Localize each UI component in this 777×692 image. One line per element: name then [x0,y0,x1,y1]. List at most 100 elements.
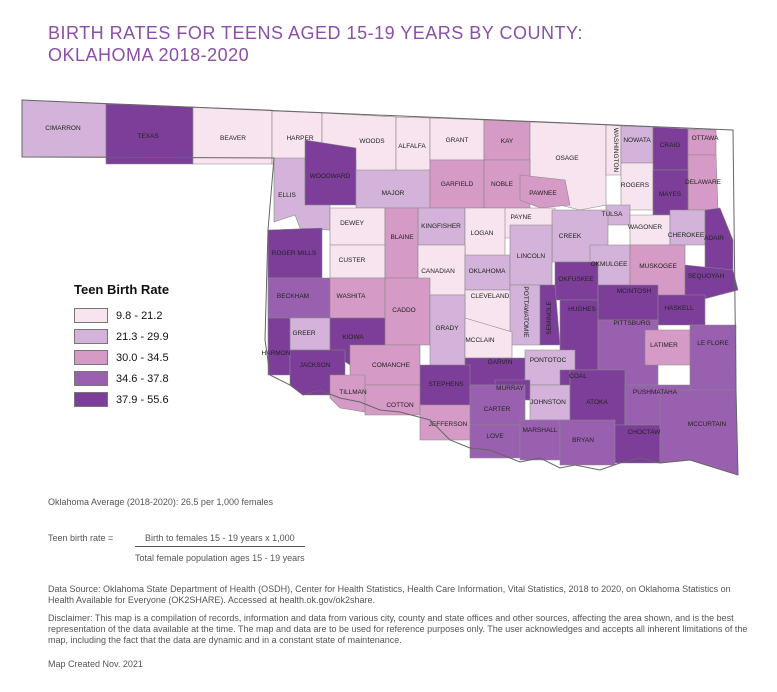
county-label: WASHINGTON [612,128,619,173]
title-line-2: OKLAHOMA 2018-2020 [48,45,250,65]
formula-fraction: Birth to females 15 - 19 years x 1,000 T… [135,533,305,563]
formula-label: Teen birth rate = [48,533,114,543]
county-label: POTTAWATOMIE [522,286,529,338]
county-label: KAY [501,138,514,145]
county-label: NOBLE [491,181,514,188]
county-label: JACKSON [300,362,331,369]
county-label: LINCOLN [517,253,545,260]
county-label: PAWNEE [529,190,557,197]
county-label: GRANT [446,137,469,144]
county-label: JOHNSTON [530,399,566,406]
county-blaine [384,207,419,279]
state-outline [21,99,739,476]
county-label: GREER [292,330,315,337]
county-label: ROGER MILLS [272,250,317,257]
legend-item: 34.6 - 37.8 [74,368,214,389]
county-adair [704,207,734,271]
county-label: CARTER [484,406,511,413]
county-label: CADDO [392,307,415,314]
state-average-note: Oklahoma Average (2018-2020): 26.5 per 1… [48,497,273,507]
county-label: COAL [569,373,587,380]
county-label: BEAVER [220,135,246,142]
county-label: HARPER [286,135,313,142]
county-label: WOODS [359,138,385,145]
county-label: WOODWARD [310,173,351,180]
county-cotton [364,384,421,416]
county-label: HASKELL [664,305,694,312]
county-label: CRAIG [660,142,681,149]
legend-swatch [74,308,108,323]
county-label: STEPHENS [428,381,464,388]
legend-item: 21.3 - 29.9 [74,326,214,347]
county-label: PITTSBURG [613,320,650,327]
county-label: KINGFISHER [421,223,461,230]
county-label: PUSHMATAHA [633,389,678,396]
county-label: BRYAN [572,437,594,444]
county-label: GARFIELD [441,181,474,188]
county-label: TULSA [602,211,624,218]
county-label: WASHITA [337,293,367,300]
county-bryan [559,419,616,466]
county-pawnee [519,174,571,209]
county-sequoyah [684,264,739,301]
county-label: CANADIAN [421,268,455,275]
county-label: LOVE [486,433,504,440]
legend-item: 9.8 - 21.2 [74,305,214,326]
county-label: OSAGE [555,155,579,162]
county-label: MAJOR [382,190,405,197]
county-label: ELLIS [278,192,296,199]
county-cherokee [669,209,706,246]
county-label: CUSTER [339,257,366,264]
county-major [355,169,431,209]
county-label: MCCURTAIN [688,421,727,428]
county-ottawa [687,128,717,156]
county-label: CHOCTAW [628,429,662,436]
disclaimer-note: Disclaimer: This map is a compilation of… [48,613,748,645]
formula-denominator: Total female population ages 15 - 19 yea… [135,553,305,563]
county-label: ALFALFA [398,143,426,150]
county-label: KIOWA [342,334,364,341]
county-label: MCCLAIN [465,337,495,344]
county-nowata [620,125,654,164]
county-label: ROGERS [621,182,650,189]
legend-label: 9.8 - 21.2 [116,309,163,322]
county-label: DEWEY [340,220,365,227]
legend-swatch [74,371,108,386]
legend-item: 30.0 - 34.5 [74,347,214,368]
county-label: SEMINOLE [546,301,553,335]
county-label: DELAWARE [685,179,722,186]
county-label: NOWATA [623,137,651,144]
county-label: LOGAN [471,230,494,237]
county-label: CIMARRON [45,125,81,132]
county-harmon [267,317,291,376]
county-label: TEXAS [137,133,159,140]
county-label: MUSKOGEE [639,263,677,270]
legend-label: 34.6 - 37.8 [116,372,169,385]
county-label: SEQUOYAH [688,273,725,280]
county-label: PAYNE [510,214,532,221]
data-source-note: Data Source: Oklahoma State Department o… [48,584,731,605]
legend-swatch [74,329,108,344]
county-label: OTTAWA [692,135,720,142]
county-label: CHEROKEE [668,232,705,239]
county-label: MAYES [659,191,682,198]
legend-label: 21.3 - 29.9 [116,330,169,343]
county-label: LE FLORE [697,340,729,347]
county-label: PONTOTOC [530,357,567,364]
legend-swatch [74,392,108,407]
county-label: ATOKA [586,399,608,406]
county-label: GARVIN [488,359,513,366]
county-label: WAGONER [628,224,662,231]
county-label: BLAINE [390,234,414,241]
county-label: OKMULGEE [591,261,629,268]
county-label: ADAIR [704,235,724,242]
legend-title: Teen Birth Rate [74,282,170,297]
legend: Teen Birth Rate 9.8 - 21.2 21.3 - 29.9 3… [74,282,214,410]
county-label: HUGHES [568,306,596,313]
title-line-1: BIRTH RATES FOR TEENS AGED 15-19 YEARS B… [48,23,583,43]
county-label: BECKHAM [277,293,309,300]
county-label: JEFFERSON [429,421,468,428]
county-marshall [519,419,561,461]
legend-label: 37.9 - 55.6 [116,393,169,406]
